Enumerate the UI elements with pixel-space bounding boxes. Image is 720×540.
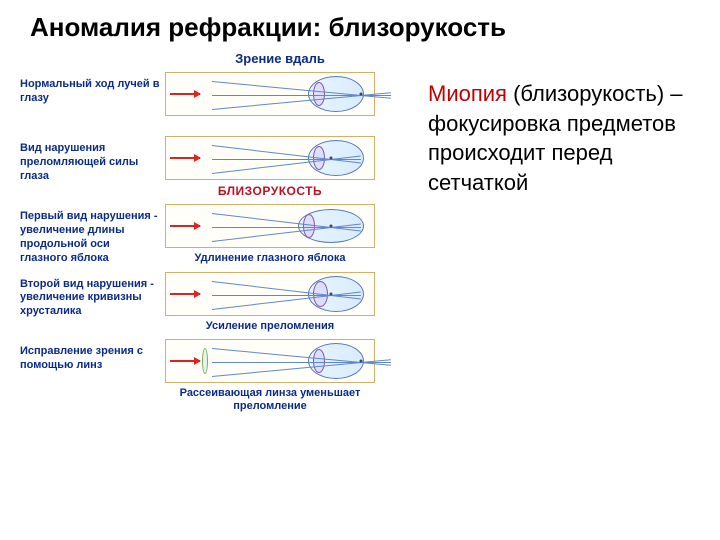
row-eye-column [160, 72, 380, 116]
diagram-column: Зрение вдаль Нормальный ход лучей в глаз… [20, 51, 400, 419]
diagram-rows: Нормальный ход лучей в глазу Вид нарушени… [20, 72, 400, 413]
eye-diagram-box [165, 339, 375, 383]
content-area: Зрение вдаль Нормальный ход лучей в глаз… [0, 51, 720, 419]
ray-arrow-icon [170, 293, 200, 295]
row-caption: Рассеивающая линза уменьшает преломление [160, 387, 380, 413]
ray-arrow-icon [170, 157, 200, 159]
row-left-label: Нормальный ход лучей в глазу [20, 72, 160, 106]
diagram-row: Вид нарушения преломляющей силы глаза БЛИ… [20, 136, 400, 198]
row-eye-column: Рассеивающая линза уменьшает преломление [160, 339, 380, 413]
diagram-row: Первый вид нарушения - увеличение длины … [20, 204, 400, 265]
eye-diagram-box [165, 136, 375, 180]
row-caption: Усиление преломления [206, 320, 334, 333]
row-left-label: Первый вид нарушения - увеличение длины … [20, 204, 160, 265]
diagram-row: Второй вид нарушения - увеличение кривиз… [20, 272, 400, 333]
row-eye-column: Удлинение глазного яблока [160, 204, 380, 265]
row-eye-column: Усиление преломления [160, 272, 380, 333]
row-left-label: Вид нарушения преломляющей силы глаза [20, 136, 160, 183]
page-title: Аномалия рефракции: близорукость [0, 0, 720, 51]
diagram-row: Исправление зрения с помощью линзРассеив… [20, 339, 400, 413]
row-caption: БЛИЗОРУКОСТЬ [218, 184, 322, 198]
correcting-lens-icon [202, 348, 208, 374]
row-eye-column: БЛИЗОРУКОСТЬ [160, 136, 380, 198]
eye-diagram-box [165, 72, 375, 116]
row-left-label: Второй вид нарушения - увеличение кривиз… [20, 272, 160, 319]
eye-diagram-box [165, 272, 375, 316]
chart-header: Зрение вдаль [160, 51, 400, 66]
description-term: Миопия [428, 81, 507, 106]
ray-arrow-icon [170, 93, 200, 95]
diagram-row: Нормальный ход лучей в глазу [20, 72, 400, 130]
ray-arrow-icon [170, 360, 200, 362]
row-left-label: Исправление зрения с помощью линз [20, 339, 160, 373]
description-text: Миопия (близорукость) – фокусировка пред… [416, 51, 706, 419]
row-caption: Удлинение глазного яблока [195, 252, 346, 265]
eye-diagram-box [165, 204, 375, 248]
ray-arrow-icon [170, 225, 200, 227]
